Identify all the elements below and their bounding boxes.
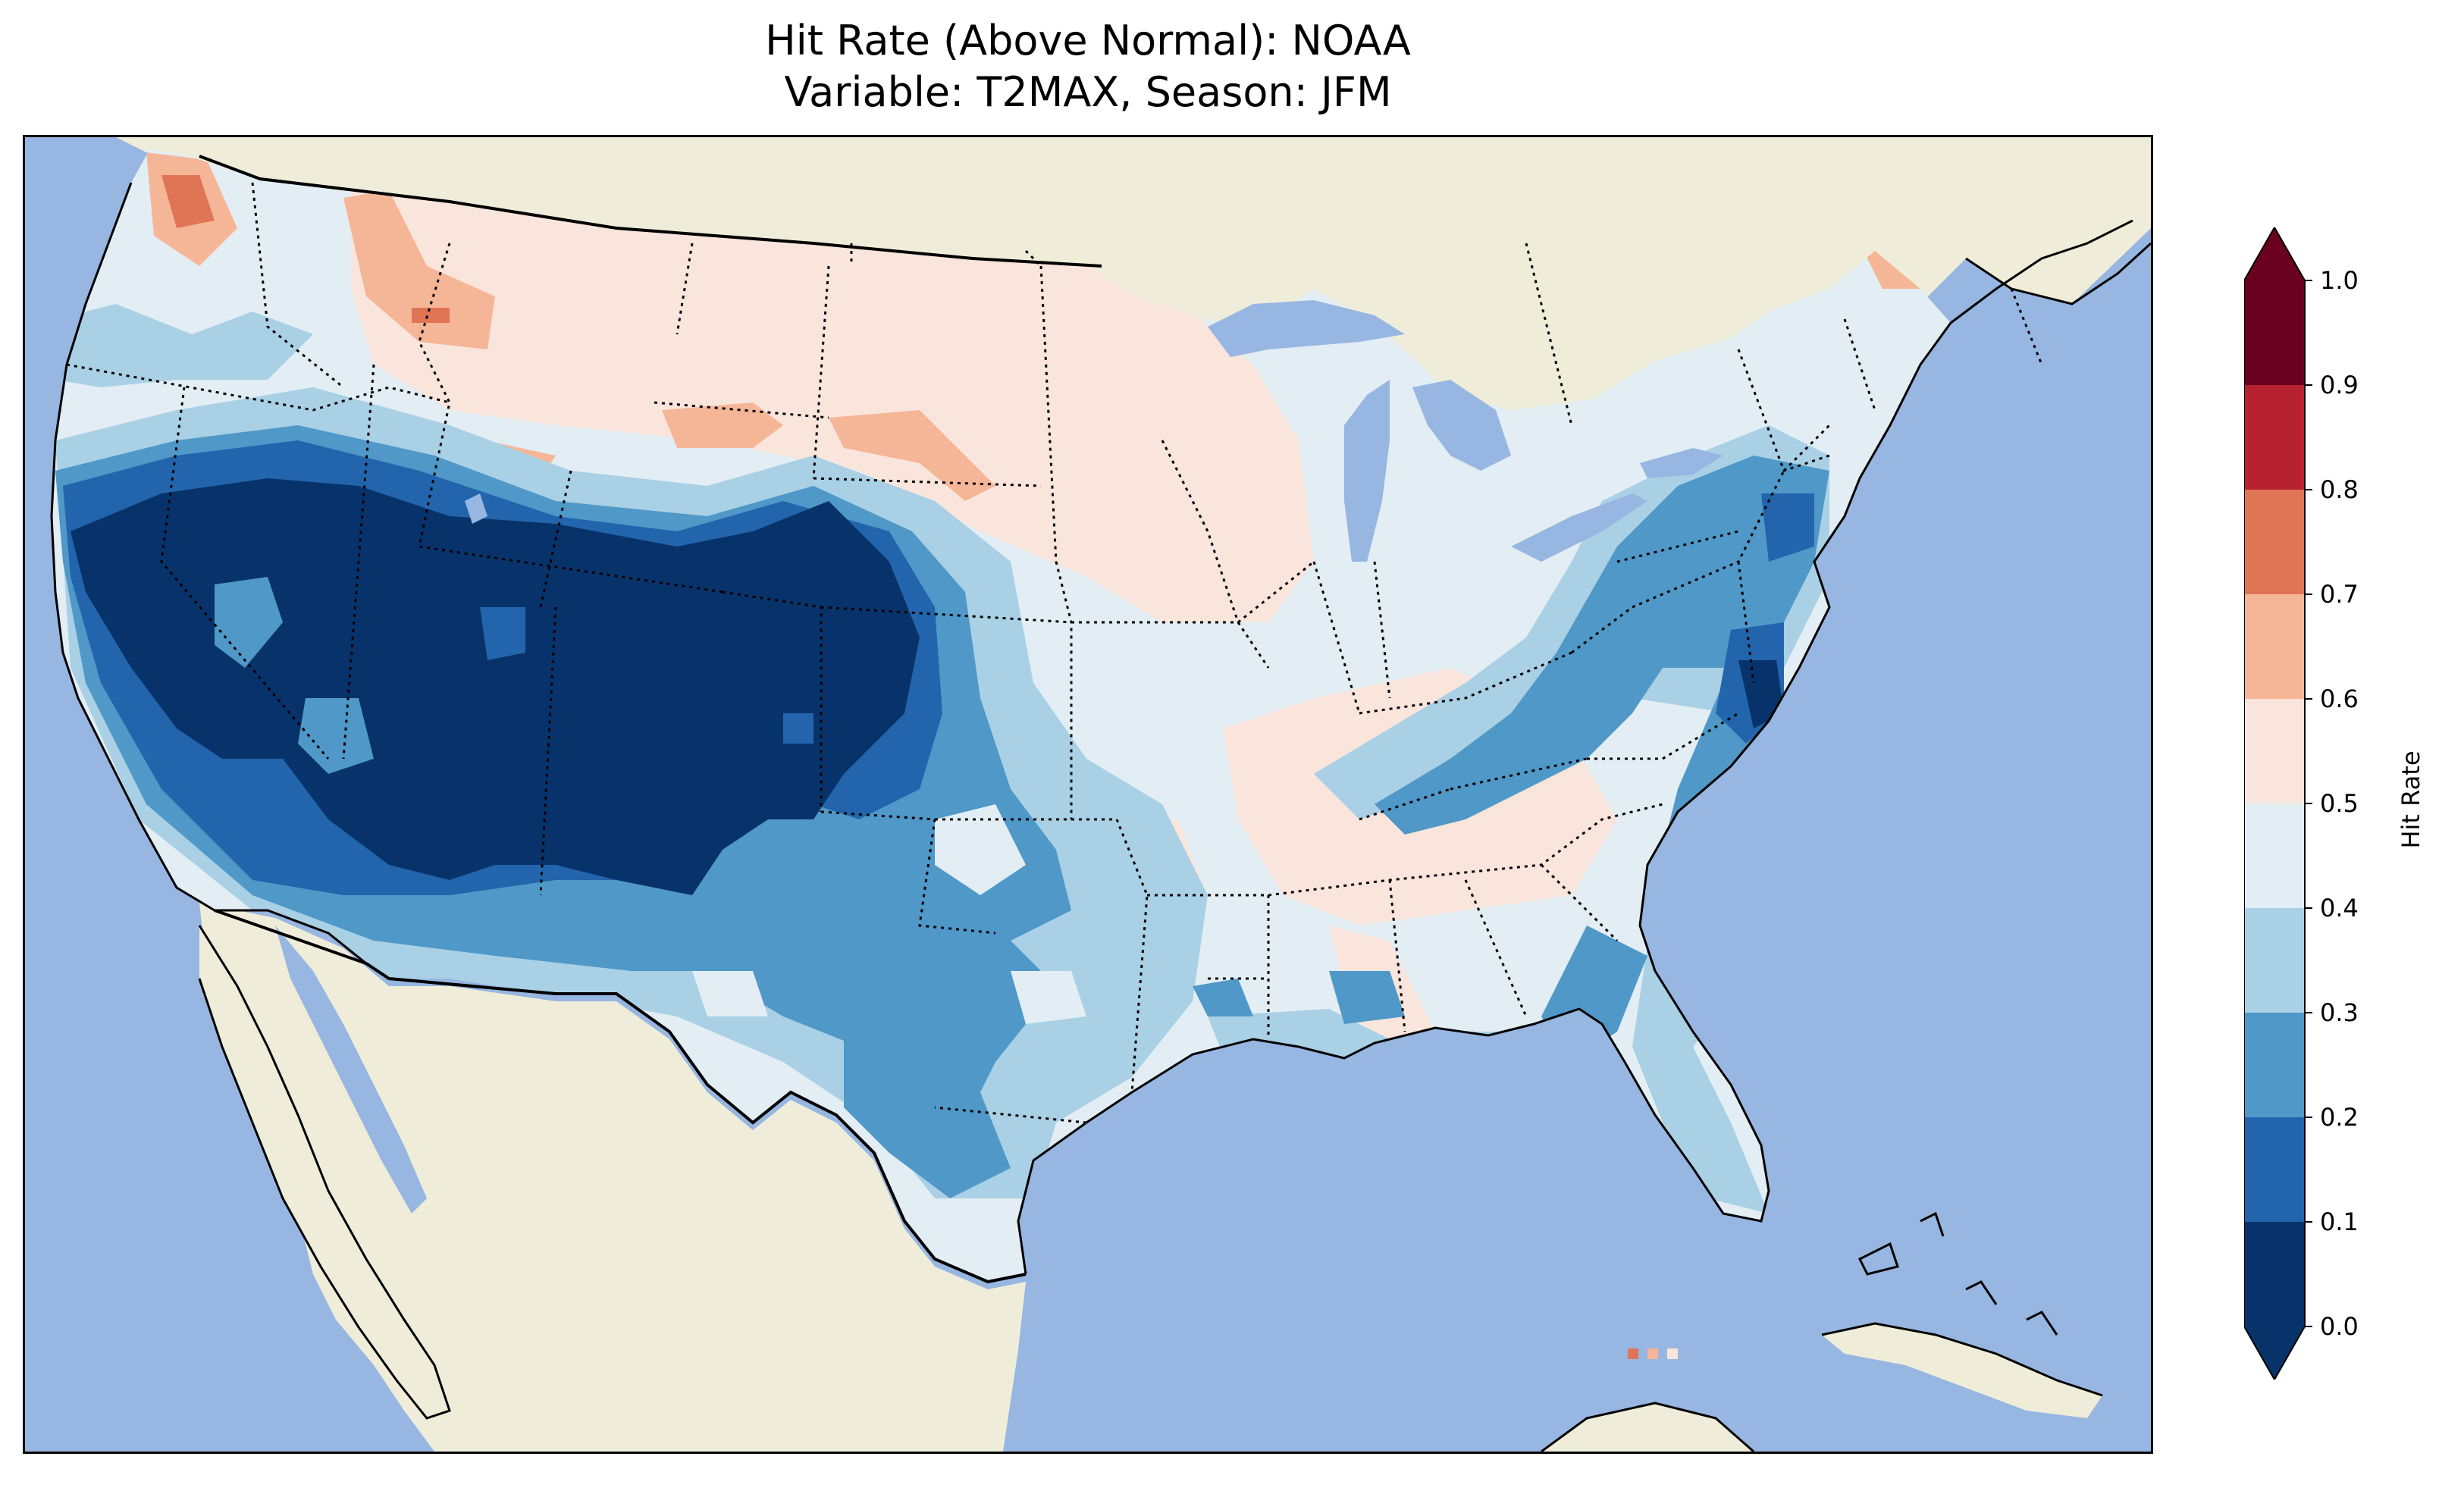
state-borders bbox=[66, 182, 2043, 1124]
map-panel bbox=[23, 135, 2153, 1454]
baja-peninsula bbox=[199, 926, 450, 1418]
chart-title: Hit Rate (Above Normal): NOAA bbox=[765, 17, 1411, 64]
mexico-land bbox=[199, 903, 1026, 1452]
lakes-layer bbox=[465, 300, 1723, 562]
colorbar-ticks bbox=[2305, 280, 2312, 1327]
colorbar-bin-3 bbox=[2244, 908, 2305, 1013]
colorbar-extend-over bbox=[2244, 227, 2305, 280]
colorbar-bin-6 bbox=[2244, 594, 2305, 699]
cuba-land bbox=[1822, 1323, 2102, 1418]
gulf-of-california bbox=[275, 926, 427, 1214]
colorbar-tick-label-6: 0.6 bbox=[2320, 684, 2359, 713]
colorbar-bin-5 bbox=[2244, 699, 2305, 803]
coastlines bbox=[50, 182, 2151, 1452]
colorbar-tick-label-7: 0.7 bbox=[2320, 580, 2359, 609]
lake-erie bbox=[1511, 493, 1647, 562]
colorbar-tick-label-10: 1.0 bbox=[2320, 266, 2359, 295]
colorbar-tick-label-2: 0.2 bbox=[2320, 1103, 2359, 1132]
colorbar-tick-label-9: 0.9 bbox=[2320, 371, 2359, 399]
florida-keys-cells bbox=[1628, 1348, 1678, 1359]
map-canvas bbox=[50, 137, 2151, 1452]
lake-ontario bbox=[1640, 448, 1723, 478]
lake-superior bbox=[1208, 300, 1405, 357]
great-salt-lake bbox=[465, 493, 487, 524]
lake-michigan bbox=[1344, 380, 1390, 562]
country-borders bbox=[199, 155, 1102, 1284]
colorbar-tick-label-4: 0.4 bbox=[2320, 894, 2359, 922]
colorbar-bin-9 bbox=[2244, 280, 2305, 385]
colorbar-bin-8 bbox=[2244, 385, 2305, 490]
colorbar-tick-label-8: 0.8 bbox=[2320, 475, 2359, 504]
colorbar-bin-7 bbox=[2244, 490, 2305, 594]
lake-huron bbox=[1412, 380, 1511, 471]
colorbar-bins bbox=[2244, 280, 2305, 1326]
colorbar-extend-under bbox=[2244, 1326, 2305, 1380]
colorbar-tick-label-1: 0.1 bbox=[2320, 1207, 2359, 1236]
colorbar-label: Hit Rate bbox=[2397, 750, 2425, 849]
colorbar-tick-label-5: 0.5 bbox=[2320, 789, 2359, 818]
colorbar-tick-label-3: 0.3 bbox=[2320, 998, 2359, 1027]
chart-subtitle: Variable: T2MAX, Season: JFM bbox=[784, 68, 1392, 116]
colorbar-bin-1 bbox=[2244, 1117, 2305, 1222]
colorbar-tick-label-0: 0.0 bbox=[2320, 1312, 2359, 1341]
colorbar-bin-4 bbox=[2244, 803, 2305, 908]
colorbar-bin-0 bbox=[2244, 1222, 2305, 1326]
colorbar-outline bbox=[2244, 227, 2306, 1380]
colorbar-bin-2 bbox=[2244, 1013, 2305, 1117]
colorbar bbox=[2244, 227, 2312, 1380]
